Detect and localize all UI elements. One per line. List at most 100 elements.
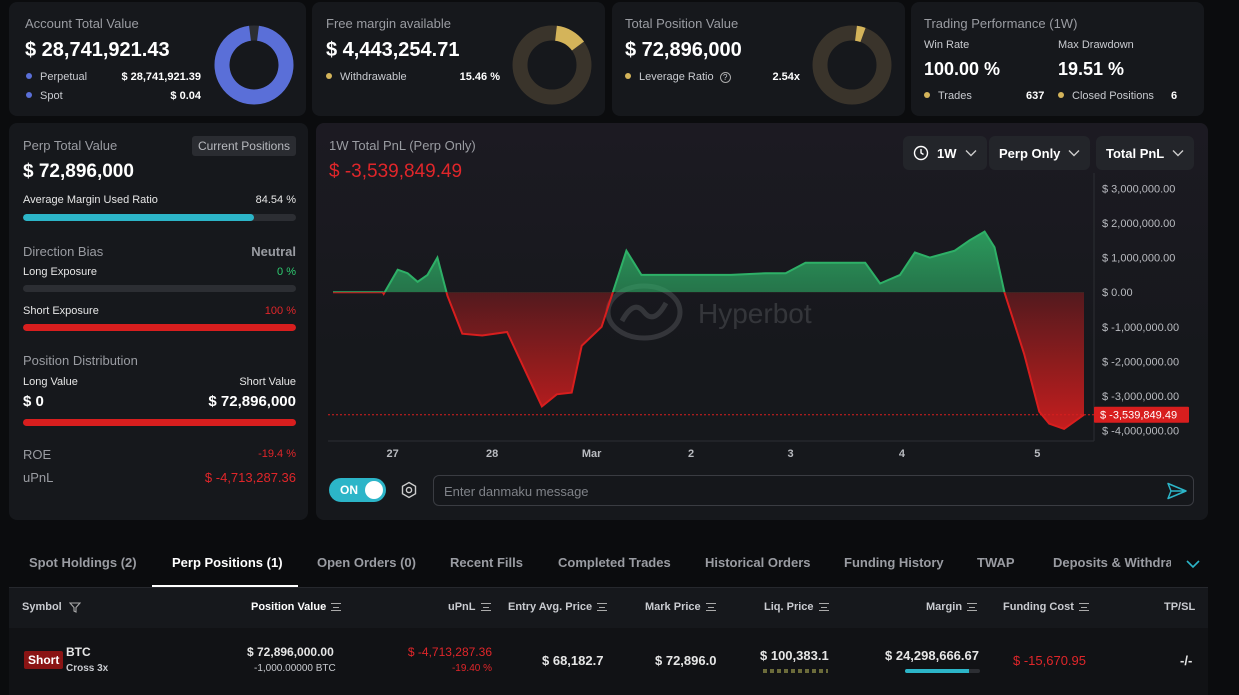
x-tick-label: 28 [486,448,498,460]
tab-open-orders[interactable]: Open Orders (0) [317,555,416,570]
tab-bar [9,540,1208,588]
col-margin[interactable]: Margin [926,601,978,613]
tab-completed-trades[interactable]: Completed Trades [558,555,671,570]
position-value-card: Total Position Value $ 72,896,000 Levera… [612,2,905,116]
max-drawdown-label: Max Drawdown [1058,39,1134,51]
tpsl-value[interactable]: -/- [1180,653,1193,668]
col-mark-price[interactable]: Mark Price [645,601,716,613]
watermark-text: Hyperbot [698,298,812,329]
sort-icon[interactable] [331,603,342,612]
long-exposure-value: 0 % [277,266,296,278]
danmaku-toggle[interactable]: ON [329,478,386,502]
short-value: $ 72,896,000 [208,393,296,410]
tab-deposits-withdraw[interactable]: Deposits & Withdraw [1053,555,1171,570]
settings-icon[interactable] [400,481,418,499]
amur-bar-fill [23,214,254,221]
metric-dropdown[interactable]: Total PnL [1096,136,1195,170]
col-symbol[interactable]: Symbol [22,601,82,613]
col-upnl[interactable]: uPnL [448,601,491,613]
margin-meter-fill [905,669,969,673]
period-dropdown[interactable]: 1W [903,136,987,170]
long-exposure-bar [23,285,296,292]
col-funding-cost[interactable]: Funding Cost [1003,601,1089,613]
scope-dropdown-label: Perp Only [999,145,1061,161]
margin-mode: Cross 3x [66,663,109,674]
roe-value: -19.4 % [258,448,296,460]
max-drawdown-value: 19.51 % [1058,59,1125,79]
symbol-name[interactable]: BTC [66,645,91,659]
short-exposure-bar [23,324,296,331]
danmaku-input[interactable]: Enter danmaku message [433,475,1194,506]
col-liq-price[interactable]: Liq. Price [764,601,829,613]
x-tick-label: 4 [899,448,906,460]
trades-value: 637 [1026,90,1045,102]
pnl-chart[interactable]: Hyperbot $ 3,000,000.00 $ 2,000,000.00 $ 1… [316,123,1208,463]
closed-positions-label: Closed Positions [1058,90,1154,102]
direction-bias-value: Neutral [251,244,296,259]
table-header [9,588,1208,628]
position-size: -1,000.00000 BTC [254,663,336,674]
position-donut-arc [854,25,866,43]
long-value: $ 0 [23,393,44,410]
position-value: $ 72,896,000.00 [247,645,334,659]
tab-funding-history[interactable]: Funding History [844,555,944,570]
x-tick-label: Mar [582,448,602,460]
pnl-chart-title: 1W Total PnL (Perp Only) [329,138,476,153]
upnl-percent: -19.40 % [451,663,492,674]
sort-icon[interactable] [705,603,716,612]
pnl-positive-area [384,231,1005,293]
withdrawable-value: 15.46 % [459,71,500,83]
leverage-ratio-label: Leverage Ratio ? [625,71,731,83]
y-tick-label: $ 1,000,000.00 [1102,253,1175,265]
trading-performance-label: Trading Performance (1W) [924,16,1078,31]
short-exposure-bar-fill [23,324,296,331]
x-tick-label: 27 [387,448,399,460]
chevron-down-icon[interactable] [1186,559,1200,569]
perp-total-label: Perp Total Value [23,138,118,153]
sort-icon[interactable] [1078,603,1089,612]
long-exposure-label: Long Exposure [23,266,97,278]
perp-total-value: $ 72,896,000 [23,161,134,182]
funding-cost: $ -15,670.95 [1013,653,1087,668]
withdrawable-label: Withdrawable [326,71,407,83]
amur-bar [23,214,296,221]
col-tpsl: TP/SL [1164,601,1196,613]
send-icon[interactable] [1167,482,1187,500]
col-entry-price[interactable]: Entry Avg. Price [508,601,608,613]
tab-recent-fills[interactable]: Recent Fills [450,555,523,570]
amur-label: Average Margin Used Ratio [23,194,158,206]
account-total-value: $ 28,741,921.43 [25,39,170,61]
danmaku-placeholder: Enter danmaku message [444,484,589,499]
y-tick-label: $ -2,000,000.00 [1102,356,1179,368]
upnl-label: uPnL [23,470,54,485]
account-donut-arc [214,25,294,105]
tab-twap[interactable]: TWAP [977,555,1015,570]
position-distribution-label: Position Distribution [23,353,138,368]
tab-spot-holdings[interactable]: Spot Holdings (2) [29,555,137,570]
tab-historical-orders[interactable]: Historical Orders [705,555,811,570]
chevron-down-icon [965,150,976,157]
scope-dropdown[interactable]: Perp Only [989,136,1091,170]
margin-value: $ 24,298,666.67 [885,648,979,663]
direction-bias-label: Direction Bias [23,244,104,259]
roe-label: ROE [23,447,52,462]
margin-donut-chart [512,25,592,105]
y-tick-label: $ -1,000,000.00 [1102,322,1179,334]
col-position-value[interactable]: Position Value [251,601,342,613]
pnl-negative-area [333,292,1084,429]
info-icon[interactable]: ? [719,72,731,83]
position-value-label: Total Position Value [625,16,739,31]
closed-positions-value: 6 [1171,90,1178,102]
filter-icon[interactable] [68,602,82,613]
free-margin-value: $ 4,443,254.71 [326,39,460,61]
short-value-label: Short Value [239,376,296,388]
sort-icon[interactable] [967,603,978,612]
tab-perp-positions[interactable]: Perp Positions (1) [172,555,283,570]
pnl-chart-value: $ -3,539,849.49 [329,161,463,182]
free-margin-label: Free margin available [326,16,452,31]
table-row[interactable] [9,628,1208,695]
sort-icon[interactable] [818,603,829,612]
current-positions-badge[interactable]: Current Positions [191,136,296,156]
sort-icon[interactable] [597,603,608,612]
sort-icon[interactable] [480,603,491,612]
